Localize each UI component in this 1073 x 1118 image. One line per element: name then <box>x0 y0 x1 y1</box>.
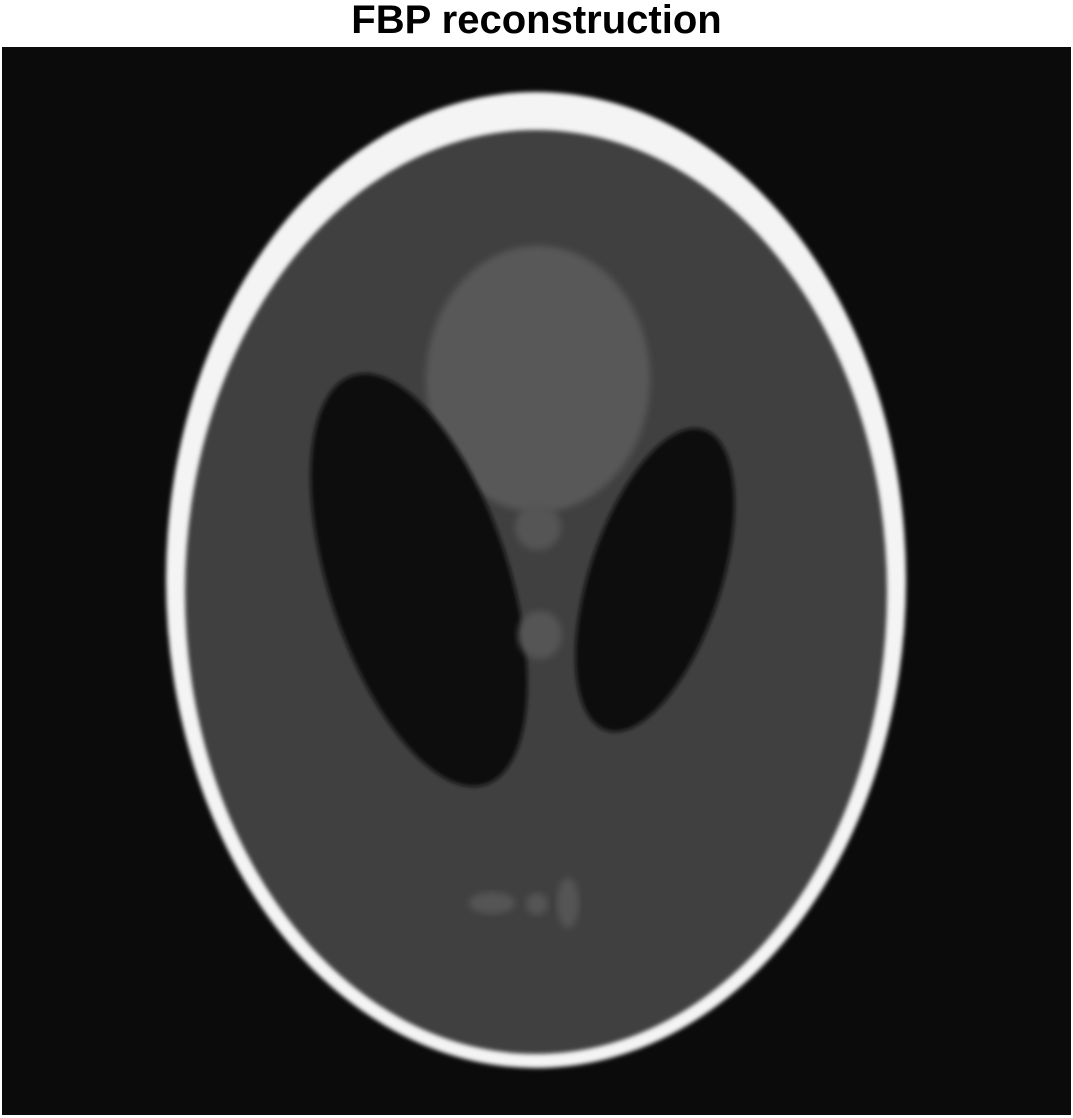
small-ellipse-lower <box>518 611 562 659</box>
brain-ellipse <box>185 130 887 1054</box>
upper-bright-ellipse <box>426 246 650 512</box>
reconstruction-image <box>2 47 1071 1115</box>
bottom-ellipse-right <box>557 878 579 928</box>
bottom-ellipse-left <box>469 892 515 914</box>
small-ellipse-upper <box>515 504 561 550</box>
bottom-ellipse-mid <box>526 893 548 915</box>
phantom-image <box>2 47 1071 1115</box>
figure-title: FBP reconstruction <box>351 0 722 42</box>
left-dark-ellipse <box>310 373 528 787</box>
right-dark-ellipse <box>575 428 735 732</box>
